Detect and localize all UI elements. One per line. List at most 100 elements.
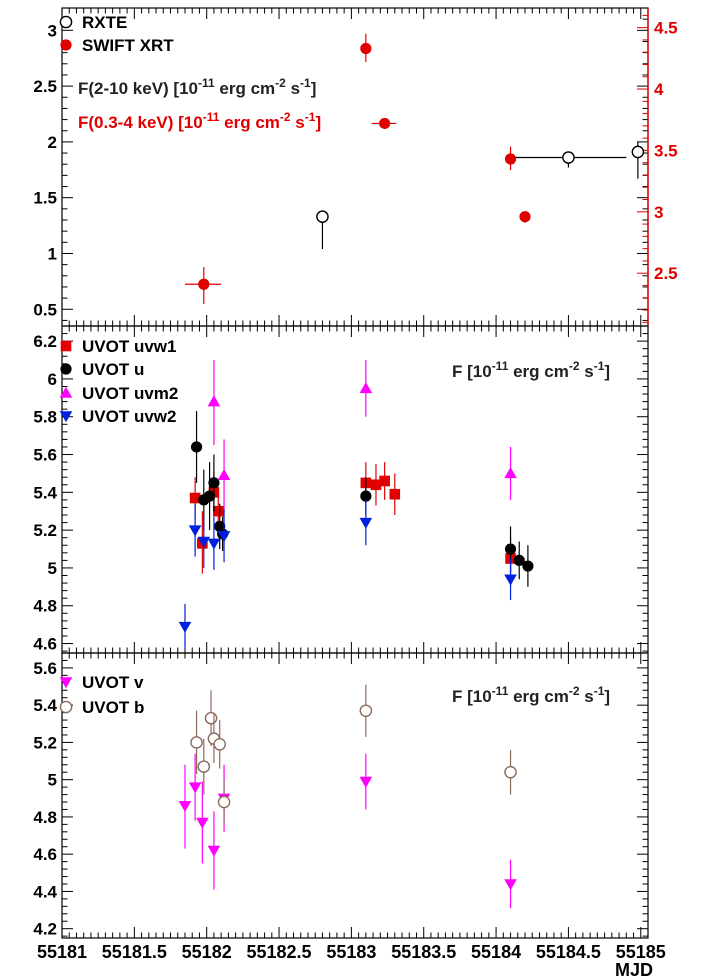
data-point: [631, 145, 645, 159]
annotation-text: F [10: [452, 687, 492, 706]
y-tick-label: 2: [48, 133, 57, 152]
legend-label: UVOT b: [82, 698, 144, 717]
data-point: [504, 574, 517, 586]
legend-entry: UVOT b: [59, 698, 144, 717]
y-tick-label: 0.5: [33, 300, 57, 319]
data-point: [217, 531, 231, 543]
data-point: [190, 736, 203, 749]
data-point: [504, 543, 517, 555]
series-uvot-uvw2: [178, 499, 517, 650]
flux-annotation: F [10-11 erg cm-2 s-1]: [452, 684, 610, 706]
data-point: [213, 737, 227, 751]
legend-marker: [60, 39, 72, 51]
data-point: [370, 479, 382, 491]
y-right-tick-label: 3.5: [654, 141, 678, 160]
superscript: -11: [198, 76, 215, 90]
series-rxte: [316, 141, 645, 250]
annotation-text: erg cm: [215, 79, 275, 98]
data-point: [519, 211, 531, 223]
y-tick-label: 4.2: [33, 920, 57, 939]
legend-entry: UVOT uvm2: [59, 384, 178, 403]
annotation-text: F [10: [452, 362, 492, 381]
superscript: -1: [594, 684, 605, 698]
x-tick-label: 55183.5: [391, 942, 456, 962]
data-point: [360, 42, 372, 55]
legend-label: UVOT uvm2: [82, 384, 178, 403]
data-point: [208, 477, 220, 489]
legend-marker: [59, 411, 73, 423]
data-point: [207, 538, 221, 550]
data-point: [207, 845, 221, 857]
annotation-text: ]: [604, 687, 610, 706]
x-axis: 55181 55181.5 55182 55182.5 55183 55183.5 5518…: [37, 942, 666, 979]
superscript: -2: [275, 76, 286, 90]
data-point: [190, 441, 203, 453]
x-tick-label: 55181: [37, 942, 87, 962]
superscript: -11: [203, 110, 220, 124]
y-tick-label: 5.4: [33, 696, 57, 715]
data-point: [359, 704, 373, 718]
data-point: [196, 817, 209, 829]
y-tick-label: 6: [48, 370, 57, 389]
y-tick-label: 5.2: [33, 521, 57, 540]
data-point: [212, 505, 224, 517]
y-tick-label: 4.8: [33, 808, 57, 827]
data-point: [198, 278, 210, 290]
y-right-tick-label: 2.5: [654, 264, 678, 283]
plot-frame: [61, 7, 649, 327]
annotation-text: s: [286, 79, 300, 98]
x-axis-title: MJD: [615, 960, 653, 979]
flux-annotation: F(2-10 keV) [10-11 erg cm-2 s-1]: [78, 76, 316, 98]
legend-entry: UVOT uvw2: [59, 407, 176, 426]
x-tick-label: 55184: [471, 942, 521, 962]
data-point: [504, 153, 517, 165]
legend-entry: UVOT u: [60, 360, 144, 379]
data-point: [513, 554, 525, 566]
data-point: [207, 395, 221, 407]
annotation-text: erg cm: [508, 362, 568, 381]
data-point: [197, 760, 211, 773]
x-tick-label: 55184.5: [536, 942, 601, 962]
series-uvot-b: [190, 684, 517, 825]
series-uvot-v: [178, 753, 517, 909]
data-point: [178, 621, 192, 633]
legend-entry: UVOT uvw1: [60, 337, 176, 356]
superscript: -2: [280, 110, 291, 124]
flux-annotation: F(0.3-4 keV) [10-11 erg cm-2 s-1]: [78, 110, 321, 132]
annotation-text: s: [580, 362, 594, 381]
y-right-tick-label: 3: [654, 203, 663, 222]
data-point: [379, 117, 391, 130]
y-tick-label: 2.5: [33, 77, 57, 96]
data-point: [188, 782, 202, 794]
superscript: -1: [305, 110, 316, 124]
x-tick-label: 55182: [182, 942, 232, 962]
annotation-text: s: [580, 687, 594, 706]
y-tick-label: 6.2: [33, 332, 57, 351]
legend-label: UVOT uvw2: [82, 407, 176, 426]
y-right-tick-label: 4: [654, 80, 664, 99]
series-uvot-u: [190, 411, 534, 587]
panel-middle: 4.6 4.8 5 5.2 5.4 5.6 5.8 6 6.2 UVOT uvw1 UVOT u UV…: [33, 325, 649, 654]
data-point: [379, 475, 390, 487]
data-point: [522, 560, 534, 572]
data-point: [204, 711, 218, 725]
data-point: [504, 467, 517, 479]
y-tick-label: 5.8: [33, 408, 57, 427]
legend-entry: SWIFT XRT: [60, 36, 174, 55]
flux-annotation: F [10-11 erg cm-2 s-1]: [452, 359, 610, 381]
y-right-tick-label: 4.5: [654, 19, 678, 38]
x-tick-label: 55183: [326, 942, 376, 962]
superscript: -2: [569, 359, 580, 373]
y-tick-label: 4.4: [33, 882, 57, 901]
superscript: -11: [492, 684, 509, 698]
data-point: [316, 210, 329, 223]
data-point: [189, 492, 201, 504]
data-point: [360, 490, 372, 502]
x-tick-label: 55181.5: [102, 942, 167, 962]
legend-entry: UVOT v: [59, 673, 144, 692]
data-point: [178, 801, 192, 813]
legend-marker: [60, 340, 72, 352]
panel-top: 0.5 1 1.5 2 2.5 3 2.5 3 3.5 4 4.5 RXTE SWIFT XRT F(2-…: [33, 7, 678, 327]
